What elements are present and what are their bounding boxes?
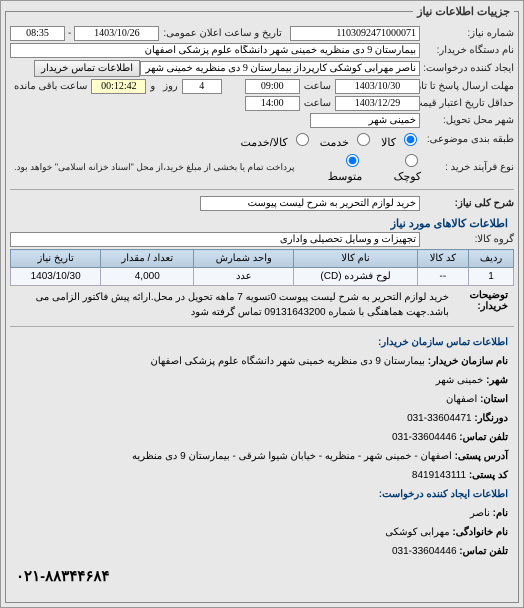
item-type-radios: کالا خدمت کالا/خدمت	[240, 130, 420, 149]
pay-note: پرداخت تمام یا بخشی از مبلغ خرید،از محل …	[14, 162, 294, 173]
val-tel: 33604446-031	[392, 432, 457, 443]
cell-unit: عدد	[194, 268, 294, 286]
dash1: -	[68, 28, 71, 39]
desc-label: توضیحات خریدار:	[452, 290, 508, 312]
items-table: ردیف کد کالا نام کالا واحد شمارش تعداد /…	[10, 249, 514, 286]
contact-info-button[interactable]: اطلاعات تماس خریدار	[34, 60, 140, 77]
th-unit: واحد شمارش	[194, 250, 294, 268]
val-org: بیمارستان 9 دی منظریه خمینی شهر دانشگاه …	[151, 356, 425, 367]
th-row: ردیف	[469, 250, 514, 268]
lbl-processtype: نوع فرآیند خرید :	[425, 162, 514, 173]
lbl-addr: آدرس پستی:	[455, 451, 508, 462]
lbl-validity: حداقل تاریخ اعتبار قیمت: تا تاریخ:	[424, 98, 514, 109]
lbl-announce: تاریخ و ساعت اعلان عمومی:	[163, 28, 282, 39]
lbl-group: گروه کالا:	[424, 234, 514, 245]
divider2	[10, 326, 514, 327]
lbl-niaz-no: شماره نیاز:	[424, 28, 514, 39]
lbl-city: شهر محل تحویل:	[424, 115, 514, 126]
val-name: ناصر	[470, 508, 490, 519]
lbl-deadline: مهلت ارسال پاسخ تا تاریخ:	[424, 81, 514, 92]
big-phone: ۰۲۱-۸۸۳۴۴۶۸۴	[16, 563, 508, 592]
lbl-tel2: تلفن تماس:	[459, 546, 508, 557]
cell-needdate: 1403/10/30	[11, 268, 101, 286]
validity-time-input[interactable]	[245, 96, 300, 111]
validity-date-input[interactable]	[335, 96, 420, 111]
lbl-saat2: ساعت	[304, 98, 331, 109]
radio-motevaset[interactable]	[346, 154, 359, 167]
radio-motevaset-label[interactable]: متوسط	[304, 151, 362, 183]
th-code: کد کالا	[417, 250, 468, 268]
th-qty: تعداد / مقدار	[101, 250, 194, 268]
th-needdate: تاریخ نیاز	[11, 250, 101, 268]
radio-kuchak-label[interactable]: کوچک	[370, 151, 421, 183]
radio-kuchak[interactable]	[405, 154, 418, 167]
days-left-input[interactable]	[182, 79, 222, 94]
items-header-row: ردیف کد کالا نام کالا واحد شمارش تعداد /…	[11, 250, 514, 268]
radio-motevaset-text: متوسط	[328, 171, 363, 183]
creator-input[interactable]	[140, 61, 420, 76]
process-type-radios: کوچک متوسط	[304, 151, 421, 183]
radio-kalakhedmat-label[interactable]: کالا/خدمت	[240, 130, 311, 149]
radio-kala-label[interactable]: کالا	[381, 130, 420, 149]
cell-code: --	[417, 268, 468, 286]
lbl-sharh: شرح کلی نیاز:	[424, 198, 514, 209]
niaz-no-input[interactable]	[290, 26, 420, 41]
lbl-city2: شهر:	[486, 375, 508, 386]
th-name: نام کالا	[294, 250, 417, 268]
deadline-date-input[interactable]	[335, 79, 420, 94]
lbl-org: نام سازمان خریدار:	[428, 356, 508, 367]
lbl-va: و	[150, 81, 155, 92]
radio-kala-text: کالا	[381, 137, 396, 149]
device-name-input[interactable]	[10, 43, 420, 58]
val-city2: خمینی شهر	[436, 375, 484, 386]
radio-kuchak-text: کوچک	[394, 171, 422, 183]
cell-name: لوح فشرده (CD)	[294, 268, 417, 286]
radio-khedmat-text: خدمت	[320, 137, 349, 149]
city-input[interactable]	[310, 113, 420, 128]
lbl-family: نام خانوادگی:	[452, 527, 508, 538]
radio-kala[interactable]	[404, 133, 417, 146]
val-province: اصفهان	[446, 394, 477, 405]
radio-kalakhedmat-text: کالا/خدمت	[240, 137, 287, 149]
lbl-fax: دورنگار:	[474, 413, 508, 424]
lbl-remaining: ساعت باقی مانده	[14, 81, 87, 92]
lbl-saat1: ساعت	[304, 81, 331, 92]
contact-block: اطلاعات تماس سازمان خریدار: نام سازمان خ…	[16, 333, 508, 592]
lbl-device: نام دستگاه خریدار:	[424, 45, 514, 56]
val-fax: 33604471-031	[407, 413, 472, 424]
lbl-tel: تلفن تماس:	[459, 432, 508, 443]
lbl-post: کد پستی:	[469, 470, 508, 481]
val-tel2: 33604446-031	[392, 546, 457, 557]
contact-title: اطلاعات تماس سازمان خریدار:	[16, 333, 508, 352]
radio-khedmat[interactable]	[357, 133, 370, 146]
lbl-creator: ایجاد کننده درخواست:	[424, 63, 514, 74]
group-input[interactable]	[10, 232, 420, 247]
cell-row: 1	[469, 268, 514, 286]
items-section-title: اطلاعات کالاهای مورد نیاز	[16, 217, 508, 230]
lbl-itemtype: طبقه بندی موضوعی:	[424, 134, 514, 145]
divider	[10, 189, 514, 190]
announce-time-input[interactable]	[10, 26, 65, 41]
lbl-province: استان:	[480, 394, 508, 405]
radio-khedmat-label[interactable]: خدمت	[320, 130, 373, 149]
sharh-input[interactable]	[200, 196, 420, 211]
deadline-time-input[interactable]	[245, 79, 300, 94]
lbl-rooz: روز	[163, 81, 178, 92]
val-addr: اصفهان - خمینی شهر - منظریه - خیابان شیو…	[132, 451, 452, 462]
table-row[interactable]: 1 -- لوح فشرده (CD) عدد 4,000 1403/10/30	[11, 268, 514, 286]
creator-title: اطلاعات ایجاد کننده درخواست:	[16, 485, 508, 504]
val-family: مهرابی کوشکی	[385, 527, 449, 538]
lbl-name: نام:	[493, 508, 508, 519]
val-post: 8419143111	[412, 470, 466, 481]
announce-date-input[interactable]	[74, 26, 159, 41]
cell-qty: 4,000	[101, 268, 194, 286]
time-left-input	[91, 79, 146, 94]
radio-kalakhedmat[interactable]	[296, 133, 309, 146]
buyer-desc: توضیحات خریدار: خرید لوازم التحریر به شر…	[16, 290, 508, 320]
desc-text: خرید لوازم التحریر به شرح لیست پیوست 0تس…	[19, 290, 449, 320]
legend-title: جزییات اطلاعات نیاز	[413, 5, 514, 18]
